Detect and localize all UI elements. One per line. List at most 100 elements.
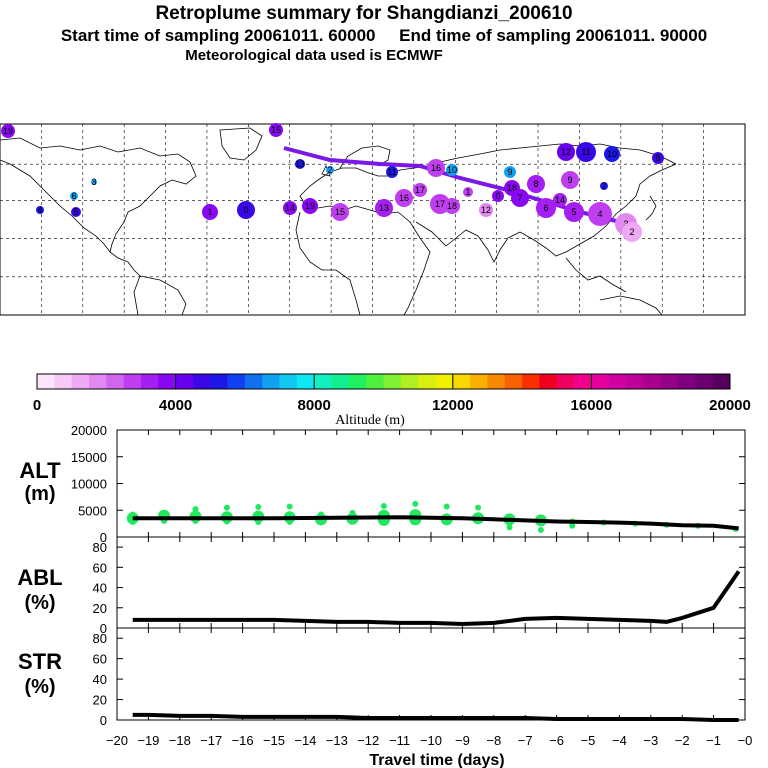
str-panel: 80 60 40 20 0 STR(%)	[18, 627, 746, 728]
colorbar-swatch	[435, 374, 454, 389]
colorbar-swatch	[400, 374, 419, 389]
cluster-marker	[1, 124, 15, 138]
scatter-point	[349, 509, 356, 516]
x-tick-label: −13	[326, 733, 348, 748]
coast-greenland	[219, 127, 263, 161]
colorbar-swatch	[140, 374, 159, 389]
x-tick-label: −20	[106, 733, 128, 748]
cluster-marker	[527, 175, 545, 193]
cluster-label: 3	[91, 177, 96, 187]
alt-panel-label: ALT	[19, 458, 61, 483]
cluster-marker	[652, 152, 664, 164]
cluster-marker	[492, 190, 504, 202]
x-tick-label: −8	[486, 733, 501, 748]
sampling-time-line: Start time of sampling 20061011. 60000 E…	[60, 26, 708, 45]
x-tick-label: −16	[232, 733, 254, 748]
cluster-label: 10	[607, 149, 617, 159]
colorbar-swatch	[314, 374, 332, 389]
colorbar-swatch	[643, 374, 661, 389]
cluster-label: 18	[507, 183, 517, 193]
colorbar-swatch	[331, 374, 350, 389]
x-tick-label: −10	[420, 733, 442, 748]
cluster-marker	[622, 222, 642, 242]
x-tick-label: −9	[455, 733, 470, 748]
colorbar-swatch	[37, 374, 55, 389]
colorbar-tick-label: 16000	[571, 397, 613, 414]
x-tick-label: −17	[200, 733, 222, 748]
cluster-marker	[71, 207, 81, 217]
cluster-marker	[536, 198, 556, 218]
scatter-point	[475, 504, 482, 511]
cluster-label: 4	[597, 209, 602, 219]
scatter-point	[192, 506, 199, 513]
cluster-label: 7	[601, 181, 606, 191]
x-tick-label: −0	[738, 733, 753, 748]
colorbar-swatch	[54, 374, 72, 389]
cluster-marker	[446, 164, 458, 176]
alt-series-line	[132, 515, 739, 531]
colorbar-swatch	[591, 374, 610, 389]
str-panel-label: STR	[18, 649, 62, 674]
cluster-label: 18	[447, 201, 457, 211]
scatter-point	[537, 527, 544, 534]
cluster-marker	[269, 123, 283, 137]
x-tick-label: −14	[294, 733, 316, 748]
colorbar-swatch	[88, 374, 107, 389]
colorbar-swatch	[227, 374, 246, 389]
cluster-label: 17	[415, 185, 425, 195]
colorbar-tick-label: 0	[33, 397, 41, 414]
coast-north-america	[0, 137, 197, 253]
colorbar-swatch	[678, 374, 696, 389]
cluster-label: 8	[655, 153, 660, 163]
cluster-marker	[237, 201, 255, 219]
x-tick-label: −12	[357, 733, 379, 748]
cluster-marker	[511, 189, 529, 207]
x-tick-label: −18	[169, 733, 191, 748]
cluster-marker	[202, 204, 218, 220]
cluster-label: 1	[465, 187, 470, 197]
colorbar-swatch	[504, 374, 523, 389]
cluster-label: 5	[73, 207, 78, 217]
cluster-markers: 1915131617181211109876543210141915131617…	[1, 123, 664, 242]
cluster-label: 7	[517, 193, 522, 203]
cluster-marker	[604, 146, 620, 162]
retroplume-map: 1915131617181211109876543210141915131617…	[0, 123, 746, 316]
colorbar-swatch	[175, 374, 194, 389]
cluster-label: 4	[37, 205, 42, 215]
scatter-point	[569, 522, 576, 529]
abl-series-line	[132, 570, 741, 626]
cluster-label: 12	[561, 147, 571, 157]
y-tick-label: 20	[93, 601, 107, 616]
colorbar-swatch	[366, 374, 384, 389]
coast-south-america	[133, 275, 187, 316]
colorbar-axis-label: Altitude (m)	[335, 413, 405, 428]
alt-panel: 20000 15000 10000 5000 0 ALT(m)	[19, 423, 746, 545]
y-tick-label: 0	[100, 713, 107, 728]
colorbar-swatch	[296, 374, 315, 389]
coast-arabia-india	[415, 221, 521, 263]
cluster-label: 6	[71, 191, 76, 201]
cluster-label: 13	[379, 203, 389, 213]
x-tick-label: −4	[612, 733, 627, 748]
cluster-marker	[479, 203, 493, 217]
scatter-point	[443, 503, 450, 510]
scatter-point	[223, 504, 230, 511]
page-title: Retroplume summary for Shangdianzi_20061…	[155, 3, 573, 24]
cluster-marker	[576, 142, 596, 162]
scatter-point	[412, 500, 419, 507]
cluster-marker	[553, 193, 567, 207]
cluster-marker	[91, 179, 97, 185]
cluster-marker	[557, 143, 575, 161]
colorbar-swatch	[383, 374, 402, 389]
colorbar-swatch	[71, 374, 90, 389]
cluster-label: 6	[543, 203, 548, 213]
scatter-point	[380, 502, 387, 509]
scatter-point	[286, 503, 293, 510]
colorbar-swatch	[106, 374, 124, 389]
colorbar-swatch	[123, 374, 142, 389]
cluster-label: 0	[495, 191, 500, 201]
cluster-label: 9	[567, 175, 572, 185]
colorbar-frame	[36, 373, 731, 390]
x-tick-label: −2	[675, 733, 690, 748]
colorbar-swatch	[452, 374, 471, 389]
